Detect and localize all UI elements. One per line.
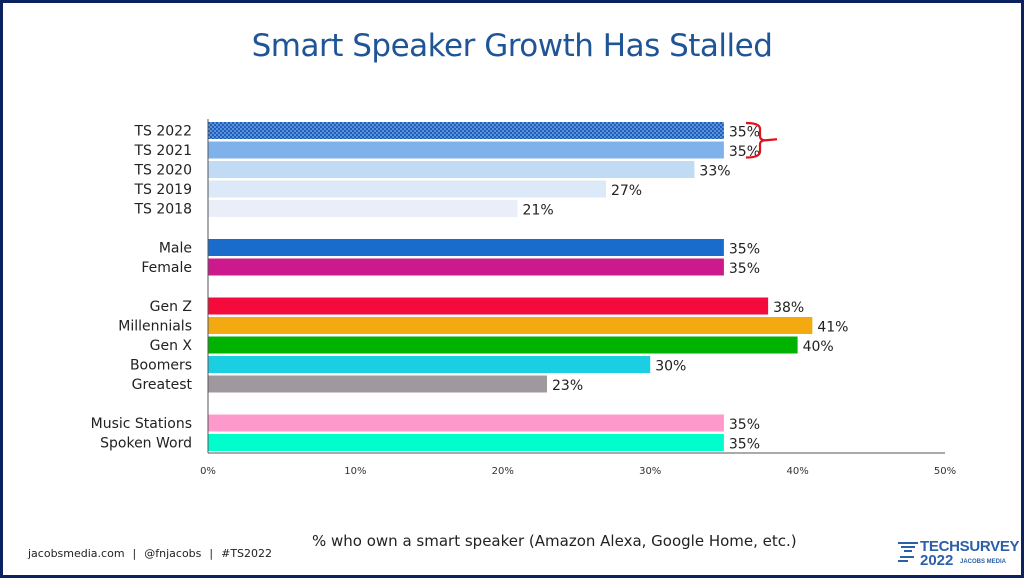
bar-ts-2022 [208, 122, 724, 139]
x-tick-label: 10% [344, 466, 366, 477]
data-label: 23% [552, 378, 583, 394]
data-label: 41% [817, 320, 848, 336]
category-label: TS 2021 [133, 143, 192, 159]
techsurvey-logo: TECHSURVEY 2022 JACOBS MEDIA [898, 538, 1020, 570]
bar-millennials [208, 317, 813, 334]
category-label: Spoken Word [100, 436, 192, 452]
footer-separator: | [132, 547, 137, 560]
data-label: 38% [773, 300, 804, 316]
red-bracket-annotation [745, 121, 778, 159]
category-label: TS 2019 [133, 182, 192, 198]
bar-music-stations [208, 414, 724, 432]
x-tick-label: 30% [639, 466, 661, 477]
logo-line1: TECHSURVEY [920, 538, 1020, 555]
footer-separator: | [209, 547, 214, 560]
bar-boomers [208, 356, 651, 373]
category-label: Male [159, 241, 192, 257]
x-tick-label: 40% [786, 466, 808, 477]
logo-line3: JACOBS MEDIA [960, 559, 1007, 565]
data-label: 35% [729, 242, 760, 258]
data-label: 35% [729, 437, 760, 453]
x-tick-label: 20% [492, 466, 514, 477]
bar-spoken-word [208, 434, 724, 451]
data-label: 35% [729, 125, 760, 141]
data-label: 33% [699, 164, 730, 180]
bar-male [208, 239, 724, 256]
data-label: 35% [729, 417, 760, 433]
category-label: Greatest [132, 377, 193, 393]
category-label: TS 2022 [133, 124, 192, 140]
x-tick-label: 50% [934, 466, 956, 477]
bar-ts-2021 [208, 141, 724, 159]
category-label: Boomers [130, 358, 192, 374]
category-label: TS 2018 [133, 202, 192, 218]
category-label: Gen Z [150, 299, 192, 315]
x-axis-label: % who own a smart speaker (Amazon Alexa,… [312, 532, 797, 550]
footer-hashtag: #TS2022 [221, 547, 273, 560]
category-label: Female [141, 260, 192, 276]
data-label: 27% [611, 183, 642, 199]
chart-title: Smart Speaker Growth Has Stalled [251, 28, 773, 64]
category-label: TS 2020 [133, 163, 192, 179]
logo-lines-icon [898, 542, 918, 562]
data-label: 21% [523, 203, 554, 219]
bar-ts-2019 [208, 180, 606, 198]
category-label: Gen X [150, 338, 193, 354]
bar-female [208, 258, 724, 276]
data-label: 35% [729, 261, 760, 277]
bar-greatest [208, 375, 548, 393]
footer-credits: jacobsmedia.com | @fnjacobs | #TS2022 [28, 547, 272, 560]
footer-handle: @fnjacobs [144, 547, 202, 560]
data-label: 40% [803, 339, 834, 355]
bar-ts-2018 [208, 200, 518, 217]
data-label: 35% [729, 144, 760, 160]
category-label: Millennials [118, 319, 192, 335]
category-label: Music Stations [91, 416, 192, 432]
bar-ts-2020 [208, 161, 695, 178]
bar-gen-z [208, 297, 769, 315]
bar-gen-x [208, 336, 798, 354]
footer-site: jacobsmedia.com [28, 547, 125, 560]
x-tick-label: 0% [200, 466, 216, 477]
data-label: 30% [655, 359, 686, 375]
logo-line2: 2022 [920, 552, 954, 569]
